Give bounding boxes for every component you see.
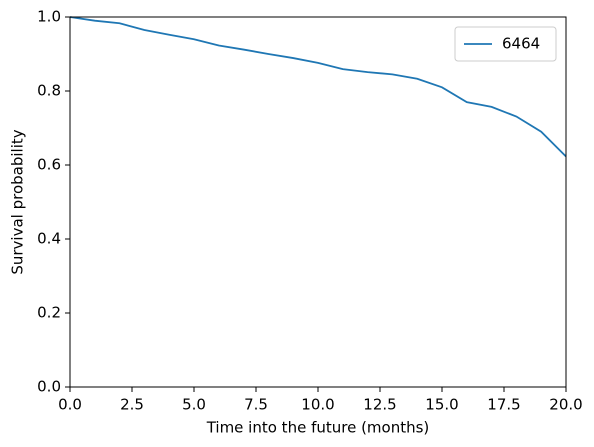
legend-label: 6464 [502,35,540,53]
x-tick-label: 2.5 [120,396,144,414]
x-tick-label: 0.0 [58,396,82,414]
y-axis-label: Survival probability [9,129,27,274]
y-tick-label: 0.8 [37,82,61,100]
x-axis-label: Time into the future (months) [206,419,430,437]
x-tick-label: 20.0 [549,396,582,414]
y-tick-label: 0.4 [37,230,61,248]
x-tick-label: 7.5 [244,396,268,414]
x-tick-label: 12.5 [363,396,396,414]
x-tick-label: 15.0 [425,396,458,414]
y-tick-label: 1.0 [37,8,61,26]
y-tick-label: 0.2 [37,304,61,322]
legend-box [454,26,557,62]
y-tick-label: 0.6 [37,156,61,174]
x-tick-label: 10.0 [301,396,334,414]
data-line [69,16,567,158]
x-tick-label: 17.5 [487,396,520,414]
y-tick-label: 0.0 [37,378,61,396]
x-tick-label: 5.0 [182,396,206,414]
plot-frame [69,16,567,388]
